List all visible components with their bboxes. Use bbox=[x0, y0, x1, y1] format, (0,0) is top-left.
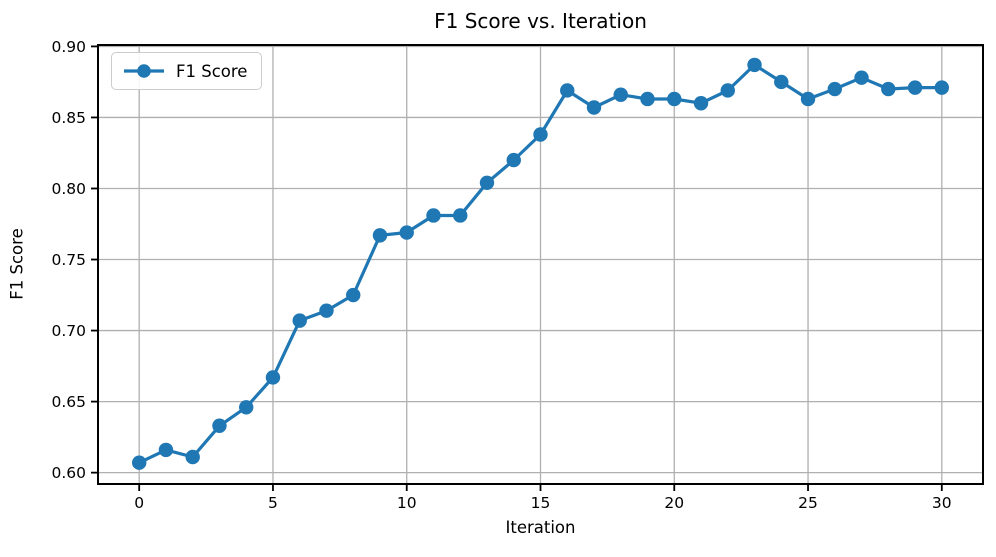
data-point bbox=[292, 313, 307, 328]
x-tick-label: 15 bbox=[531, 494, 551, 512]
data-point bbox=[265, 370, 281, 385]
data-point bbox=[907, 80, 923, 95]
data-point bbox=[934, 80, 949, 95]
data-point bbox=[426, 208, 441, 223]
y-tick-label: 0.70 bbox=[51, 322, 86, 340]
legend-line-marker-icon bbox=[124, 64, 164, 78]
data-point bbox=[185, 449, 200, 465]
data-point bbox=[881, 81, 896, 97]
data-point bbox=[372, 228, 388, 243]
data-point bbox=[239, 400, 254, 415]
data-point bbox=[560, 83, 575, 98]
data-point bbox=[827, 81, 842, 97]
data-point bbox=[693, 96, 709, 111]
x-tick-label: 30 bbox=[932, 494, 952, 512]
x-tick-label: 25 bbox=[798, 494, 818, 512]
y-tick-label: 0.80 bbox=[51, 180, 86, 198]
data-point bbox=[479, 175, 495, 191]
axes-spines bbox=[97, 44, 984, 485]
data-point bbox=[346, 287, 361, 303]
data-point bbox=[800, 91, 816, 107]
data-point bbox=[720, 83, 735, 98]
x-tick-label: 20 bbox=[664, 494, 684, 512]
data-point bbox=[132, 455, 147, 470]
data-point bbox=[774, 74, 789, 90]
legend-label: F1 Score bbox=[176, 61, 248, 81]
data-point bbox=[453, 208, 468, 223]
y-axis-label: F1 Score bbox=[7, 228, 27, 300]
x-tick-label: 5 bbox=[268, 494, 278, 512]
data-point bbox=[747, 57, 762, 73]
data-point bbox=[854, 70, 869, 85]
legend: F1 Score bbox=[111, 52, 263, 90]
x-axis-label: Iteration bbox=[505, 518, 576, 537]
data-point bbox=[533, 127, 548, 142]
data-point bbox=[399, 225, 414, 240]
data-point bbox=[506, 152, 521, 168]
y-tick-label: 0.75 bbox=[51, 251, 86, 269]
y-tick-label: 0.65 bbox=[51, 393, 86, 411]
data-point bbox=[212, 418, 227, 433]
x-tick-label: 10 bbox=[397, 494, 417, 512]
data-point bbox=[586, 100, 602, 115]
y-tick-label: 0.90 bbox=[51, 38, 86, 56]
y-tick-label: 0.85 bbox=[51, 109, 86, 127]
data-point bbox=[158, 442, 174, 458]
x-tick-label: 0 bbox=[134, 494, 144, 512]
data-point bbox=[319, 303, 334, 318]
data-point bbox=[613, 87, 628, 102]
data-point bbox=[667, 91, 682, 107]
data-point bbox=[640, 91, 655, 107]
y-tick-label: 0.60 bbox=[51, 464, 86, 482]
chart-title: F1 Score vs. Iteration bbox=[434, 9, 647, 33]
